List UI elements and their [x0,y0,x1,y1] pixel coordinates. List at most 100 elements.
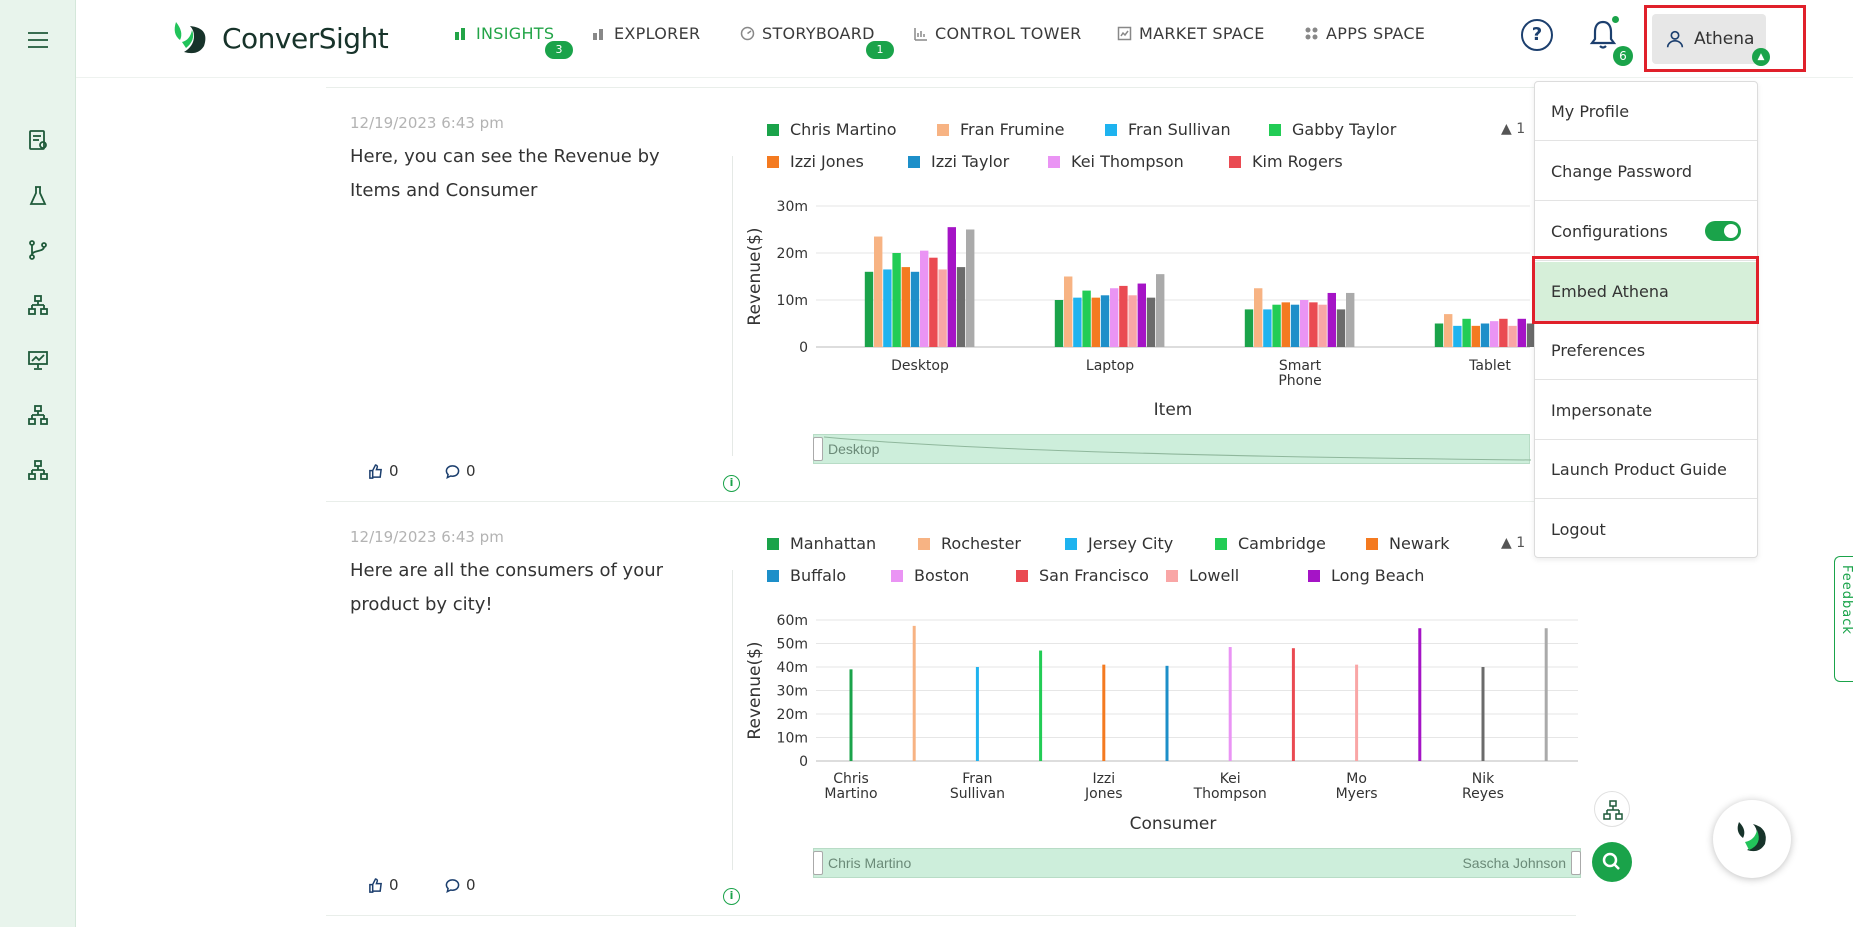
comment-bubble-icon [445,878,460,893]
menu-item-change-password[interactable]: Change Password [1535,142,1757,201]
y-tick-label: 0 [799,754,808,770]
legend-item[interactable]: Gabby Taylor [1269,120,1396,139]
bar [1291,648,1295,761]
legend-label: Fran Frumine [960,120,1065,139]
slider-left-handle[interactable] [813,437,823,461]
bar [1434,323,1444,347]
menu-item-configurations[interactable]: Configurations [1535,202,1757,261]
caret-up-icon[interactable]: ▲ [1752,48,1770,66]
comment-button[interactable]: 0 [445,462,476,480]
slider-right-handle[interactable] [1571,851,1581,875]
info-icon[interactable]: i [723,475,740,492]
legend-label: Cambridge [1238,534,1326,553]
card-divider [732,156,733,456]
apps-grid-icon [1305,27,1318,40]
legend-swatch [1016,569,1028,582]
like-button[interactable]: 0 [368,876,399,894]
nav-market-space[interactable]: MARKET SPACE [1117,24,1265,43]
feedback-tab[interactable]: Feedback [1834,556,1853,682]
legend-swatch [767,569,779,582]
legend-item[interactable]: Fran Frumine [937,120,1064,139]
legend-swatch [1366,537,1378,550]
y-tick-label: 20m [777,707,808,723]
card-message: Here are all the consumers of your produ… [350,560,664,615]
legend-page-indicator[interactable]: ▲ 1 [1501,121,1526,137]
menu-item-impersonate[interactable]: Impersonate [1535,381,1757,440]
legend-item[interactable]: Jersey City [1065,534,1173,553]
card-timestamp: 12/19/2023 6:43 pm [350,528,504,546]
legend-page-indicator[interactable]: ▲ 1 [1501,535,1526,551]
search-icon [1602,852,1620,870]
chart1-range-slider[interactable]: Desktop [813,434,1531,464]
x-tick-label: Jones [1084,786,1122,802]
hierarchy-icon[interactable] [25,292,51,318]
legend-swatch [937,123,949,136]
menu-item-logout[interactable]: Logout [1551,520,1606,539]
notification-dot [1612,16,1619,23]
legend-item[interactable]: San Francisco [1016,566,1149,585]
x-axis-title: Item [1154,400,1193,420]
legend-item[interactable]: Izzi Taylor [908,152,1009,171]
bar [1100,295,1110,347]
bar [1544,628,1548,761]
menu-item-preferences[interactable]: Preferences [1535,321,1757,380]
legend-swatch [891,569,903,582]
brand-name: ConverSight [222,21,389,55]
legend-label: Chris Martino [790,120,897,139]
nav-control-tower[interactable]: CONTROL TOWER [913,24,1082,43]
legend-item[interactable]: Fran Sullivan [1105,120,1231,139]
legend-item[interactable]: Manhattan [767,534,876,553]
menu-item-my-profile[interactable]: My Profile [1535,82,1757,141]
legend-item[interactable]: Boston [891,566,969,585]
legend-item[interactable]: Newark [1366,534,1450,553]
x-tick-label: Tablet [1468,358,1511,374]
legend-item[interactable]: Cambridge [1215,534,1326,553]
like-button[interactable]: 0 [368,462,399,480]
legend-swatch [767,123,779,136]
assistant-chat-button[interactable] [1713,800,1791,878]
menu-item-embed-athena[interactable]: Embed Athena [1535,262,1757,321]
notification-bell-icon[interactable] [1588,18,1618,52]
hierarchy-icon-3[interactable] [25,457,51,483]
menu-item-launch-product-guide[interactable]: Launch Product Guide [1535,440,1757,499]
legend-item[interactable]: Rochester [918,534,1021,553]
legend-item[interactable]: Buffalo [767,566,846,585]
legend-item[interactable]: Lowell [1166,566,1239,585]
search-fab-button[interactable] [1592,842,1632,882]
nav-storyboard[interactable]: STORYBOARD [740,24,875,43]
legend-page-number: 1 [1516,535,1526,551]
legend-item[interactable]: Chris Martino [767,120,897,139]
nav-apps-space[interactable]: APPS SPACE [1304,24,1425,43]
branch-icon[interactable] [25,237,51,263]
legend-label: Fran Sullivan [1128,120,1231,139]
nav-explorer[interactable]: EXPLORER [592,24,700,43]
chart2-range-slider[interactable]: Chris Martino Sascha Johnson [813,848,1581,878]
legend-item[interactable]: Kei Thompson [1048,152,1184,171]
bar [849,669,853,761]
legend-item[interactable]: Kim Rogers [1229,152,1343,171]
hierarchy-toggle-button[interactable] [1594,791,1630,827]
bar [1244,309,1254,347]
slider-left-handle[interactable] [813,851,823,875]
x-tick-label: Fran [962,771,992,787]
bar [1228,647,1232,761]
bar [1355,664,1359,761]
legend-item[interactable]: Izzi Jones [767,152,864,171]
legend-swatch [767,155,779,168]
report-list-icon[interactable] [25,127,51,153]
flask-icon[interactable] [25,183,51,209]
nav-insights[interactable]: INSIGHTS [454,24,554,43]
insights-bar-icon [455,28,465,40]
help-icon[interactable]: ? [1521,19,1553,51]
comment-button[interactable]: 0 [445,876,476,894]
user-menu-button[interactable]: Athena [1652,14,1766,64]
hamburger-menu-icon[interactable] [25,27,51,53]
hierarchy-icon-2[interactable] [25,402,51,428]
conversight-logo[interactable]: ConverSight [170,18,389,58]
presentation-chart-icon[interactable] [25,347,51,373]
configurations-toggle[interactable] [1705,221,1741,241]
x-tick-label: Laptop [1086,358,1134,374]
legend-item[interactable]: Long Beach [1308,566,1424,585]
comment-count: 0 [466,462,476,480]
info-icon[interactable]: i [723,888,740,905]
